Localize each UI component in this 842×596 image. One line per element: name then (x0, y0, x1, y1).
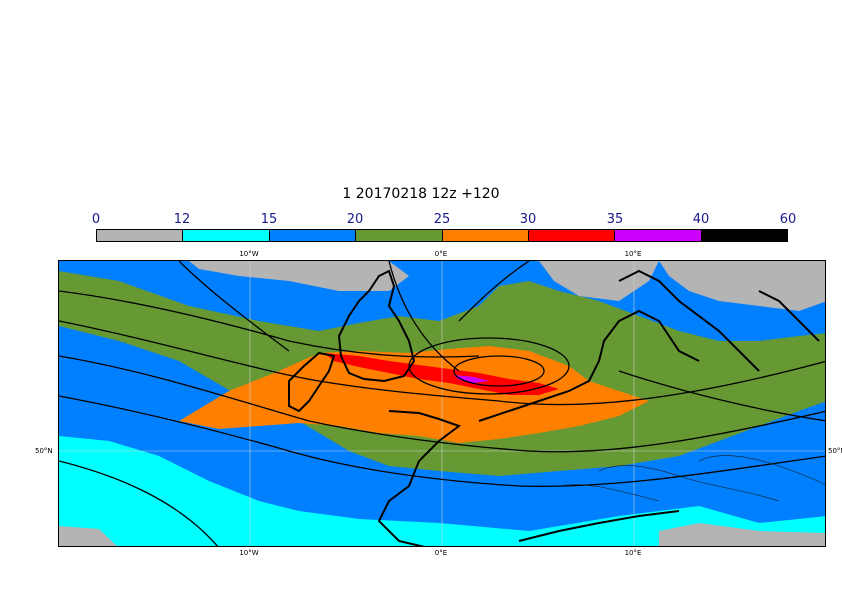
colorbar-tick-label: 20 (346, 212, 364, 227)
colorbar-tick-label: 12 (173, 212, 191, 227)
colorbar-tick-label: 30 (519, 212, 537, 227)
colorbar-segment (615, 230, 702, 241)
coastlines (288, 269, 820, 546)
colorbar-labels: 0 12 15 20 25 30 35 40 60 (0, 212, 842, 230)
lat-label-right: 50°N (828, 447, 842, 455)
colorbar-segment (701, 230, 787, 241)
lon-label-top: 10°W (239, 250, 259, 258)
field-band-0-12 (59, 526, 117, 546)
colorbar-segment (97, 230, 184, 241)
map-canvas (59, 261, 825, 546)
lon-label-top: 0°E (434, 250, 448, 258)
colorbar-tick-label: 0 (91, 212, 101, 227)
colorbar-tick-label: 25 (433, 212, 451, 227)
colorbar-tick-label: 60 (779, 212, 797, 227)
chart-title: 1 20170218 12z +120 (342, 186, 500, 202)
field-band-0-12 (659, 523, 825, 546)
lon-label-bottom: 0°E (434, 549, 448, 557)
colorbar-segment (183, 230, 270, 241)
lon-label-bottom: 10°W (239, 549, 259, 557)
colorbar-segment (269, 230, 357, 241)
lat-label-left: 50°N (35, 447, 53, 455)
field-band-0-12 (189, 261, 409, 291)
field-band-35-40 (454, 375, 489, 383)
colorbar (96, 229, 788, 242)
colorbar-tick-label: 40 (692, 212, 710, 227)
isobars (59, 261, 825, 546)
map-panel (58, 260, 826, 547)
colorbar-tick-label: 15 (260, 212, 278, 227)
colorbar-tick-label: 35 (606, 212, 624, 227)
lon-label-top: 10°E (624, 250, 642, 258)
fine-contours (558, 455, 825, 502)
colorbar-segment (356, 230, 443, 241)
lon-label-bottom: 10°E (624, 549, 642, 557)
colorbar-segment (442, 230, 529, 241)
field-band-0-12 (539, 261, 659, 301)
field-band-0-12 (659, 261, 825, 311)
field-band-25-30 (179, 346, 649, 443)
colorbar-segment (528, 230, 616, 241)
field-band-30-35 (324, 353, 559, 395)
graticule (59, 261, 825, 546)
